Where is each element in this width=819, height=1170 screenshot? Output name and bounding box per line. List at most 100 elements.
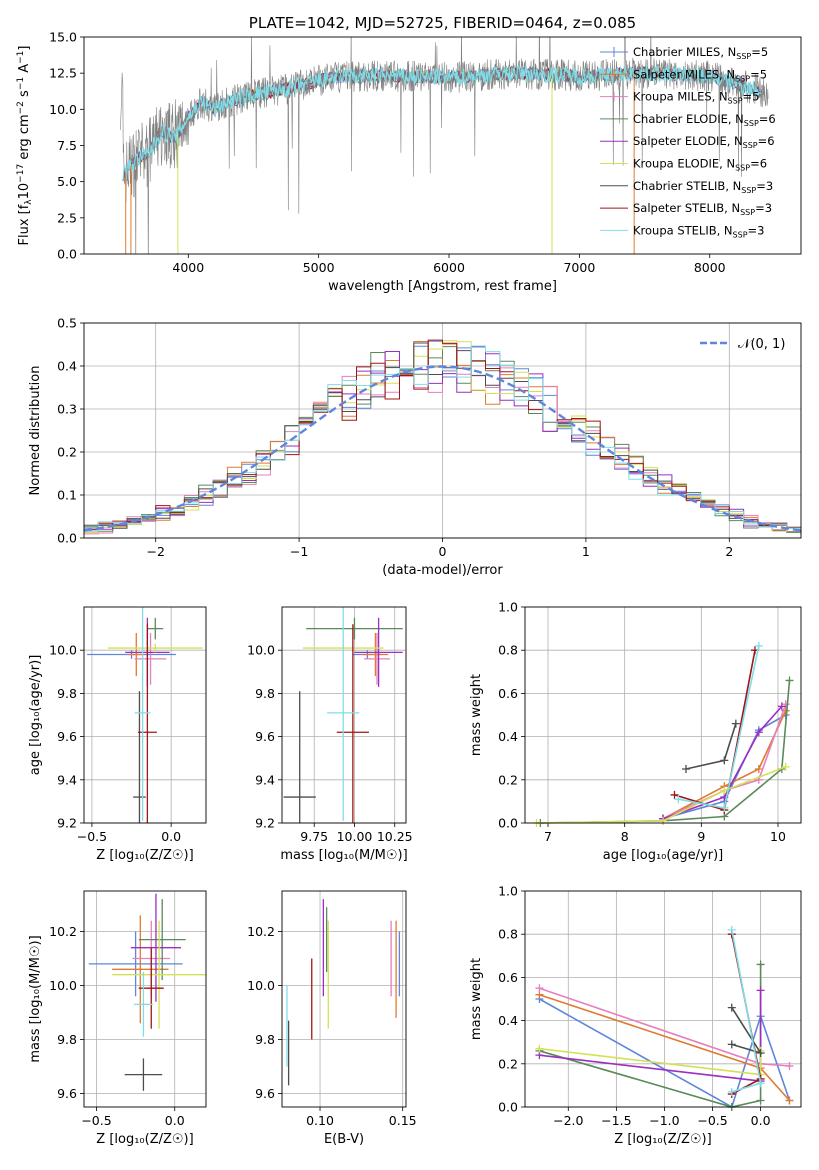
weight-marker-6 bbox=[682, 765, 690, 773]
errorbar-group bbox=[88, 893, 206, 1091]
legend-label-tail: =6 bbox=[750, 157, 767, 171]
y-tick-label: 12.5 bbox=[49, 66, 77, 81]
x-tick-label: 5000 bbox=[303, 260, 335, 275]
legend-label-1: Salpeter MILES, NSSP=5 bbox=[633, 67, 767, 83]
y-tick-label: 9.6 bbox=[57, 729, 77, 744]
x-tick-label: −0.5 bbox=[697, 1113, 727, 1128]
x-axis-label: mass [log₁₀(M/M☉)] bbox=[280, 848, 407, 863]
y-tick-label: 9.8 bbox=[255, 1032, 275, 1047]
legend-label-4: Salpeter ELODIE, NSSP=6 bbox=[633, 134, 775, 150]
weight-lines bbox=[532, 641, 794, 827]
y-tick-label: 9.6 bbox=[255, 729, 275, 744]
x-tick-label: 4000 bbox=[172, 260, 204, 275]
weight-line-3 bbox=[539, 964, 762, 1108]
y-tick-label: 9.8 bbox=[57, 686, 77, 701]
y-tick-label: 7.5 bbox=[57, 138, 77, 153]
legend-label-tail: =5 bbox=[750, 67, 767, 81]
weight-marker-2 bbox=[785, 1061, 794, 1070]
errorbar-group bbox=[87, 607, 203, 823]
y-axis-label: mass [log₁₀(M/M☉)] bbox=[28, 935, 43, 1062]
legend-label-8: Kroupa STELIB, NSSP=3 bbox=[633, 223, 764, 239]
legend-label-tail: =5 bbox=[743, 90, 760, 104]
weight-marker-4 bbox=[754, 728, 763, 737]
y-axis-label: mass weight bbox=[469, 674, 484, 756]
weight-marker-6 bbox=[756, 1049, 765, 1057]
y-tick-label: 2.5 bbox=[57, 210, 77, 225]
histogram-8 bbox=[84, 345, 801, 534]
y-tick-label: 0.2 bbox=[498, 772, 518, 787]
y-tick-label: 0.8 bbox=[498, 643, 518, 658]
legend-label-3: Chabrier ELODIE, NSSP=6 bbox=[633, 112, 776, 128]
legend-label-tail: =3 bbox=[756, 179, 773, 193]
weight-line-6 bbox=[685, 723, 737, 770]
x-tick-label: 0.15 bbox=[389, 1113, 417, 1128]
y-tick-label: 0.0 bbox=[498, 1100, 518, 1115]
x-axis-label: Z [log₁₀(Z/Z☉)] bbox=[96, 1132, 193, 1147]
x-tick-label: −1.5 bbox=[601, 1113, 631, 1128]
x-tick-label: −0.5 bbox=[81, 1113, 111, 1128]
x-tick-label: 8 bbox=[621, 829, 629, 844]
legend-label-sub: SSP bbox=[740, 208, 755, 217]
y-label-a: Flux [f bbox=[17, 204, 32, 245]
y-tick-label: 0.1 bbox=[57, 488, 77, 503]
x-tick-label: −2.0 bbox=[553, 1113, 583, 1128]
legend-label-7: Salpeter STELIB, NSSP=3 bbox=[633, 201, 772, 217]
x-tick-label: −0.5 bbox=[77, 829, 107, 844]
y-tick-label: 0.2 bbox=[498, 1056, 518, 1071]
x-axis-label: age [log₁₀(age/yr)] bbox=[603, 848, 724, 863]
legend-label-6: Chabrier STELIB, NSSP=3 bbox=[633, 179, 773, 195]
weight-line-5 bbox=[536, 766, 786, 824]
legend-label-tail: =3 bbox=[748, 223, 765, 237]
y-tick-label: 10.0 bbox=[49, 102, 77, 117]
weight-marker-6 bbox=[727, 1003, 736, 1012]
histogram-group bbox=[84, 339, 801, 535]
x-tick-label: 7000 bbox=[563, 260, 595, 275]
x-tick-label: −2 bbox=[146, 544, 164, 559]
panel-age-vs-Z: −0.5 0.0 9.2 9.4 9.6 9.8 10.0 Z [log₁₀(Z/Z☉)] ag… bbox=[28, 606, 207, 863]
y-tick-label: 9.8 bbox=[255, 686, 275, 701]
errorbar-group bbox=[286, 899, 401, 1086]
panel-spectrum: 4000 5000 6000 7000 8000 0.0 2.5 5.0 7.5 10.0 12.5… bbox=[16, 14, 802, 294]
legend-label-base: Salpeter STELIB, N bbox=[633, 201, 740, 215]
y-tick-label: 9.8 bbox=[57, 1032, 77, 1047]
y-tick-label: 0.4 bbox=[498, 729, 518, 744]
weight-marker-8 bbox=[727, 1087, 736, 1096]
panel-mass-vs-ebv: 0.10 0.15 9.6 9.8 10.0 10.2 E(B-V) bbox=[247, 890, 417, 1147]
normal-reference-curve bbox=[84, 365, 801, 532]
y-tick-label: 10.0 bbox=[49, 643, 77, 658]
y-tick-label: 0.6 bbox=[498, 686, 518, 701]
legend-label-base: Kroupa ELODIE, N bbox=[633, 157, 735, 171]
x-tick-label: 10 bbox=[770, 829, 786, 844]
x-tick-label: −1 bbox=[290, 544, 308, 559]
y-axis-label: Normed distribution bbox=[28, 366, 43, 496]
y-label-sup1: −17 bbox=[16, 164, 26, 183]
y-tick-label: 15.0 bbox=[49, 30, 77, 45]
weight-marker-8 bbox=[674, 795, 683, 804]
x-tick-label: 6000 bbox=[433, 260, 465, 275]
x-tick-label: 0 bbox=[439, 544, 447, 559]
weight-marker-1 bbox=[785, 1096, 794, 1105]
x-axis-label: Z [log₁₀(Z/Z☉)] bbox=[614, 1132, 711, 1147]
legend-label-base: Chabrier MILES, N bbox=[633, 45, 736, 59]
x-tick-label: 9 bbox=[697, 829, 705, 844]
legend-label-5: Kroupa ELODIE, NSSP=6 bbox=[633, 157, 767, 173]
weight-marker-3 bbox=[756, 960, 765, 969]
legend-label-sub: SSP bbox=[735, 74, 750, 83]
y-tick-label: 0.8 bbox=[498, 927, 518, 942]
y-tick-label: 9.4 bbox=[255, 772, 275, 787]
plot-frame bbox=[83, 36, 802, 255]
legend-label-sub: SSP bbox=[728, 97, 743, 106]
x-tick-label: 10.00 bbox=[337, 829, 373, 844]
y-axis-label: age [log₁₀(age/yr)] bbox=[28, 655, 43, 776]
spectrum-lines bbox=[120, 37, 769, 254]
y-tick-label: 0.3 bbox=[57, 402, 77, 417]
weight-marker-5 bbox=[535, 1044, 544, 1053]
weight-line-8 bbox=[731, 929, 762, 1093]
legend-label-tail: =6 bbox=[759, 112, 776, 126]
x-axis-label: E(B-V) bbox=[324, 1132, 364, 1147]
legend-label-base: Kroupa STELIB, N bbox=[633, 223, 733, 237]
x-tick-label: 1 bbox=[582, 544, 590, 559]
plot-frame bbox=[524, 890, 802, 1108]
x-axis-label: Z [log₁₀(Z/Z☉)] bbox=[96, 848, 193, 863]
y-tick-label: 9.6 bbox=[57, 1086, 77, 1101]
